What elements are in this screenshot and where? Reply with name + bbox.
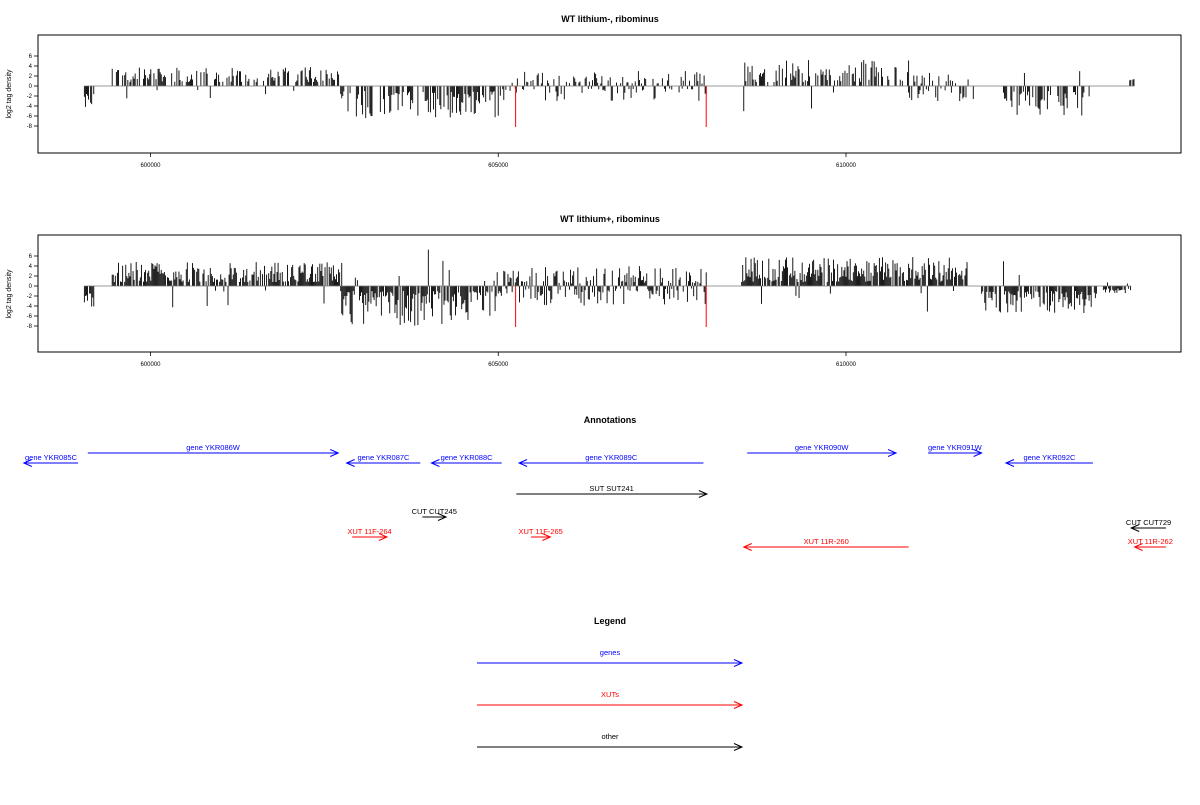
- feature-gene: gene YKR089C: [517, 453, 704, 467]
- legend-label: other: [601, 732, 619, 741]
- x-tick-label: 610000: [836, 163, 857, 169]
- y-tick-label: -4: [27, 304, 33, 310]
- y-tick-label: 0: [29, 284, 33, 290]
- feature-label: XUT 11F-265: [518, 527, 562, 536]
- feature-gene: gene YKR091W: [928, 443, 983, 457]
- feature-gene: gene YKR087C: [345, 453, 421, 467]
- x-tick-label: 600000: [140, 163, 161, 169]
- feature-other: CUT CUT245: [412, 507, 457, 521]
- feature-arrow: [430, 459, 502, 467]
- feature-arrow: [530, 533, 552, 541]
- feature-label: gene YKR085C: [25, 453, 78, 462]
- legend-title: Legend: [594, 616, 626, 626]
- feature-arrow: [747, 449, 898, 457]
- y-tick-label: 0: [29, 84, 33, 90]
- feature-label: gene YKR087C: [357, 453, 410, 462]
- feature-label: CUT CUT245: [412, 507, 457, 516]
- y-tick-label: 4: [29, 64, 33, 70]
- track-panel-lithium-minus: WT lithium-, ribominus log2 tag density …: [6, 14, 1182, 169]
- signal-bars: [83, 249, 1131, 326]
- annotations-title: Annotations: [584, 415, 637, 425]
- y-tick-label: -2: [27, 94, 33, 100]
- marker-lines: [515, 86, 707, 127]
- y-axis-label: log2 tag density: [6, 69, 13, 119]
- feature-label: XUT 11F-264: [347, 527, 391, 536]
- feature-arrow: [742, 543, 909, 551]
- feature-arrow: [1004, 459, 1093, 467]
- y-tick-label: -6: [27, 114, 33, 120]
- feature-gene: gene YKR086W: [87, 443, 340, 457]
- y-tick-label: -4: [27, 104, 33, 110]
- plot-frame: [37, 34, 1182, 154]
- x-tick-label: 610000: [836, 362, 857, 368]
- y-tick-label: -8: [27, 324, 33, 330]
- legend-item-gene: genes: [477, 648, 744, 667]
- feature-arrow: [87, 449, 340, 457]
- feature-xut: XUT 11R-260: [742, 537, 909, 551]
- feature-arrow: [928, 449, 983, 457]
- feature-label: SUT SUT241: [589, 484, 633, 493]
- y-tick-label: 2: [29, 74, 33, 80]
- y-tick-label: 2: [29, 274, 33, 280]
- plot-frame: [37, 234, 1182, 353]
- y-tick-label: 4: [29, 264, 33, 270]
- feature-xut: XUT 11F-264: [347, 527, 392, 541]
- feature-arrow: [422, 513, 448, 521]
- legend: Legend genes XUTs other: [477, 616, 744, 751]
- feature-arrow: [1133, 543, 1166, 551]
- feature-arrow: [516, 490, 709, 498]
- x-tick-label: 600000: [140, 362, 161, 368]
- axes: 6 4 2 0 -2 -4 -6 -8 600000 605000 610000: [27, 34, 1182, 169]
- legend-arrow: [477, 701, 744, 709]
- legend-label: genes: [600, 648, 621, 657]
- x-tick-label: 605000: [488, 163, 509, 169]
- signal-bars: [83, 60, 1135, 119]
- feature-arrow: [1129, 524, 1166, 532]
- feature-label: gene YKR092C: [1023, 453, 1076, 462]
- feature-xut: XUT 11R-262: [1128, 537, 1173, 551]
- y-axis-label: log2 tag density: [6, 269, 13, 319]
- y-tick-label: 6: [29, 54, 33, 60]
- feature-label: gene YKR086W: [186, 443, 241, 452]
- feature-label: XUT 11R-260: [804, 537, 849, 546]
- feature-arrow: [517, 459, 704, 467]
- feature-other: CUT CUT729: [1126, 518, 1171, 532]
- y-tick-label: -8: [27, 124, 33, 130]
- panel-title: WT lithium+, ribominus: [560, 214, 660, 224]
- y-tick-label: -2: [27, 294, 33, 300]
- feature-label: CUT CUT729: [1126, 518, 1171, 527]
- feature-arrow: [22, 459, 79, 467]
- legend-item-xut: XUTs: [477, 690, 744, 709]
- feature-xut: XUT 11F-265: [518, 527, 563, 541]
- feature-gene: gene YKR092C: [1004, 453, 1093, 467]
- feature-arrow: [345, 459, 421, 467]
- feature-list: gene YKR085C gene YKR086W gene YKR087C gene…: [22, 443, 1173, 551]
- feature-label: gene YKR091W: [928, 443, 983, 452]
- x-tick-label: 605000: [488, 362, 509, 368]
- panel-title: WT lithium-, ribominus: [561, 14, 659, 24]
- track-panel-lithium-plus: WT lithium+, ribominus log2 tag density …: [6, 214, 1182, 368]
- feature-gene: gene YKR090W: [747, 443, 898, 457]
- legend-item-other: other: [477, 732, 744, 751]
- legend-label: XUTs: [601, 690, 619, 699]
- legend-arrow: [477, 743, 744, 751]
- feature-label: gene YKR088C: [441, 453, 494, 462]
- feature-other: SUT SUT241: [516, 484, 709, 498]
- axes: 6 4 2 0 -2 -4 -6 -8 600000 605000 610000: [27, 234, 1182, 368]
- feature-gene: gene YKR088C: [430, 453, 502, 467]
- y-tick-label: 6: [29, 254, 33, 260]
- y-tick-label: -6: [27, 314, 33, 320]
- feature-label: XUT 11R-262: [1128, 537, 1173, 546]
- feature-label: gene YKR089C: [585, 453, 638, 462]
- feature-arrow: [352, 533, 389, 541]
- marker-lines: [515, 286, 707, 327]
- legend-arrow: [477, 659, 744, 667]
- feature-label: gene YKR090W: [795, 443, 850, 452]
- feature-gene: gene YKR085C: [22, 453, 79, 467]
- legend-items: genes XUTs other: [477, 648, 744, 751]
